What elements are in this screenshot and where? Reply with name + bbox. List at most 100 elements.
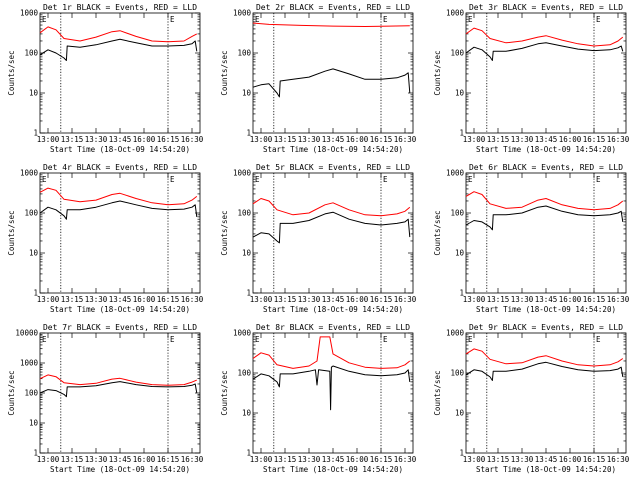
y-tick-label: 1000 bbox=[233, 329, 252, 338]
y-tick-label: 1 bbox=[33, 449, 38, 458]
y-tick-label: 1000 bbox=[446, 329, 465, 338]
panel-det-4: Det 4r BLACK = Events, RED = LLD E E 1 10 100… bbox=[7, 163, 204, 314]
corner-mark-right: E bbox=[596, 335, 601, 344]
panel-title: Det 5r BLACK = Events, RED = LLD bbox=[256, 163, 410, 172]
x-tick-label: 13:15 bbox=[274, 455, 297, 464]
x-axis-label: Start Time (18-Oct-09 14:54:20) bbox=[476, 465, 616, 474]
y-tick-label: 1000 bbox=[233, 9, 252, 18]
corner-mark-left: E bbox=[468, 175, 473, 184]
x-tick-label: 13:30 bbox=[511, 455, 534, 464]
panel-title: Det 8r BLACK = Events, RED = LLD bbox=[256, 323, 410, 332]
y-tick-label: 100 bbox=[24, 389, 38, 398]
x-tick-label: 13:45 bbox=[535, 455, 558, 464]
series-line-red bbox=[465, 27, 624, 47]
y-tick-label: 10 bbox=[29, 419, 39, 428]
x-axis-label: Start Time (18-Oct-09 14:54:20) bbox=[476, 145, 616, 154]
x-tick-label: 13:30 bbox=[85, 455, 108, 464]
plot-frame bbox=[465, 332, 627, 454]
plot-frame bbox=[465, 12, 627, 134]
y-tick-label: 1000 bbox=[20, 9, 39, 18]
y-tick-label: 10 bbox=[455, 89, 465, 98]
series-line-black bbox=[465, 361, 624, 381]
panel-det-7: Det 7r BLACK = Events, RED = LLD E E 1 10 100… bbox=[7, 323, 204, 474]
y-tick-label: 10 bbox=[242, 409, 252, 418]
panel-det-5: Det 5r BLACK = Events, RED = LLD E E 1 10 100… bbox=[220, 163, 417, 314]
panel-title: Det 2r BLACK = Events, RED = LLD bbox=[256, 3, 410, 12]
y-axis-label: Counts/sec bbox=[433, 210, 442, 255]
y-tick-label: 1000 bbox=[446, 169, 465, 178]
y-axis-label: Counts/sec bbox=[220, 50, 229, 95]
y-tick-label: 100 bbox=[450, 49, 464, 58]
x-tick-label: 13:30 bbox=[298, 455, 321, 464]
y-tick-label: 100 bbox=[237, 369, 251, 378]
x-tick-label: 13:30 bbox=[511, 295, 534, 304]
series-line-red bbox=[252, 198, 411, 217]
panel-det-3: Det 3r BLACK = Events, RED = LLD E E 1 10 100… bbox=[433, 3, 630, 154]
y-axis-label: Counts/sec bbox=[433, 50, 442, 95]
corner-mark-left: E bbox=[42, 15, 47, 24]
series-line-black bbox=[39, 38, 198, 61]
y-tick-label: 1 bbox=[246, 449, 251, 458]
y-tick-label: 10 bbox=[455, 409, 465, 418]
x-tick-label: 13:45 bbox=[322, 135, 345, 144]
corner-mark-left: E bbox=[255, 15, 260, 24]
x-axis-label: Start Time (18-Oct-09 14:54:20) bbox=[263, 305, 403, 314]
x-tick-label: 13:30 bbox=[511, 135, 534, 144]
corner-mark-left: E bbox=[468, 335, 473, 344]
y-tick-label: 100 bbox=[450, 369, 464, 378]
series-line-red bbox=[252, 22, 410, 27]
x-tick-label: 13:30 bbox=[85, 135, 108, 144]
y-tick-label: 1 bbox=[33, 129, 38, 138]
y-axis-label: Counts/sec bbox=[220, 370, 229, 415]
panel-title: Det 9r BLACK = Events, RED = LLD bbox=[469, 323, 623, 332]
x-tick-label: 16:00 bbox=[559, 295, 582, 304]
x-tick-label: 16:30 bbox=[607, 455, 630, 464]
x-tick-label: 16:00 bbox=[133, 455, 156, 464]
corner-mark-right: E bbox=[383, 175, 388, 184]
x-tick-label: 13:15 bbox=[274, 295, 297, 304]
x-tick-label: 13:00 bbox=[250, 455, 273, 464]
corner-mark-right: E bbox=[170, 175, 175, 184]
x-tick-label: 13:15 bbox=[61, 295, 84, 304]
y-tick-label: 1000 bbox=[446, 9, 465, 18]
plot-frame bbox=[39, 172, 201, 294]
panel-title: Det 7r BLACK = Events, RED = LLD bbox=[43, 323, 197, 332]
x-tick-label: 16:30 bbox=[394, 295, 417, 304]
y-tick-label: 10000 bbox=[15, 329, 38, 338]
corner-mark-left: E bbox=[255, 335, 260, 344]
y-tick-label: 1 bbox=[459, 449, 464, 458]
y-axis-label: Counts/sec bbox=[433, 370, 442, 415]
x-tick-label: 16:00 bbox=[346, 455, 369, 464]
panel-det-2: Det 2r BLACK = Events, RED = LLD E E 1 10 100… bbox=[220, 3, 417, 154]
panel-det-8: Det 8r BLACK = Events, RED = LLD E E 1 10 100… bbox=[220, 323, 417, 474]
x-tick-label: 13:30 bbox=[298, 135, 321, 144]
x-tick-label: 16:15 bbox=[370, 455, 393, 464]
y-tick-label: 100 bbox=[237, 209, 251, 218]
x-tick-label: 16:15 bbox=[583, 135, 606, 144]
corner-mark-right: E bbox=[596, 15, 601, 24]
corner-mark-right: E bbox=[170, 335, 175, 344]
x-tick-label: 13:15 bbox=[487, 295, 510, 304]
x-tick-label: 16:00 bbox=[559, 135, 582, 144]
x-tick-label: 13:00 bbox=[250, 135, 273, 144]
x-tick-label: 16:30 bbox=[181, 295, 204, 304]
corner-mark-left: E bbox=[42, 175, 47, 184]
x-tick-label: 16:00 bbox=[133, 295, 156, 304]
x-tick-label: 16:15 bbox=[583, 455, 606, 464]
x-axis-label: Start Time (18-Oct-09 14:54:20) bbox=[263, 145, 403, 154]
y-axis-label: Counts/sec bbox=[220, 210, 229, 255]
x-tick-label: 16:00 bbox=[346, 135, 369, 144]
panel-det-9: Det 9r BLACK = Events, RED = LLD E E 1 10 100… bbox=[433, 323, 630, 474]
series-line-red bbox=[465, 348, 624, 367]
x-tick-label: 16:15 bbox=[370, 295, 393, 304]
x-tick-label: 16:30 bbox=[181, 135, 204, 144]
x-tick-label: 13:15 bbox=[487, 135, 510, 144]
y-tick-label: 1 bbox=[246, 289, 251, 298]
y-tick-label: 1000 bbox=[20, 169, 39, 178]
x-tick-label: 16:15 bbox=[157, 455, 180, 464]
plot-frame bbox=[465, 172, 627, 294]
x-tick-label: 16:00 bbox=[133, 135, 156, 144]
series-line-red bbox=[39, 374, 197, 386]
x-tick-label: 13:00 bbox=[37, 295, 60, 304]
